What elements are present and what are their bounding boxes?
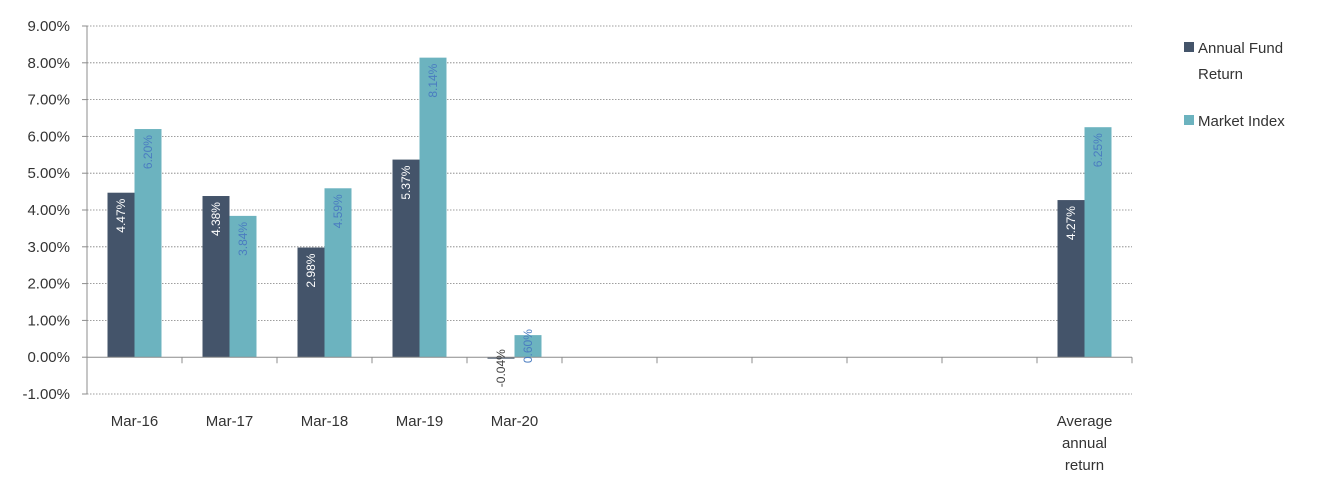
bar-market-index — [324, 188, 352, 358]
x-tick-label: Mar-19 — [396, 413, 444, 430]
data-label: 8.14% — [426, 63, 440, 97]
data-label: 4.47% — [114, 198, 128, 232]
bar-annual-fund-return — [107, 192, 135, 358]
bar-market-index — [229, 215, 257, 358]
bar-market-index — [1084, 127, 1112, 358]
x-tick-label: Mar-16 — [111, 413, 159, 430]
legend-label: Market Index — [1198, 113, 1285, 130]
data-label: 6.20% — [141, 135, 155, 169]
data-label: 5.37% — [399, 165, 413, 199]
x-tick-label: Mar-20 — [491, 413, 539, 430]
bar-market-index — [134, 129, 162, 358]
bar-annual-fund-return — [202, 196, 230, 358]
y-tick-label: 1.00% — [27, 312, 70, 329]
data-label: 6.25% — [1091, 133, 1105, 167]
data-label: 2.98% — [304, 253, 318, 287]
legend-swatch — [1184, 42, 1194, 52]
bar-annual-fund-return — [297, 247, 325, 358]
data-label: 4.59% — [331, 194, 345, 228]
bar-market-index — [514, 335, 542, 358]
legend-swatch — [1184, 115, 1194, 125]
bar-annual-fund-return — [1057, 200, 1085, 358]
y-tick-label: 6.00% — [27, 128, 70, 145]
data-labels: 4.47% 6.20% 4.38% 3.84% 2.98% 4.59% 5.37% 8.14%… — [114, 63, 1105, 387]
bars — [107, 57, 1112, 359]
y-tick-label: 5.00% — [27, 165, 70, 182]
y-tick-label: 4.00% — [27, 202, 70, 219]
data-label: -0.04% — [494, 349, 508, 387]
data-label: 3.84% — [236, 222, 250, 256]
legend: Annual Fund Return Market Index — [1184, 40, 1285, 130]
y-tick-label: 8.00% — [27, 55, 70, 72]
x-tick-label: annual — [1062, 435, 1107, 452]
data-label: 0.60% — [521, 329, 535, 363]
data-label: 4.27% — [1064, 206, 1078, 240]
y-tick-label: 0.00% — [27, 349, 70, 366]
bar-market-index — [419, 57, 447, 358]
x-axis: Mar-16 Mar-17 Mar-18 Mar-19 Mar-20 Average ann… — [86, 356, 1133, 474]
legend-label: Return — [1198, 66, 1243, 83]
x-tick-label: Mar-17 — [206, 413, 254, 430]
legend-label: Annual Fund — [1198, 40, 1283, 57]
bar-annual-fund-return — [392, 159, 420, 358]
y-axis: 9.00% 8.00% 7.00% 6.00% 5.00% 4.00% 3.00% 2.00%… — [22, 18, 88, 403]
y-tick-label: 7.00% — [27, 92, 70, 109]
x-tick-label: return — [1065, 457, 1104, 474]
y-tick-label: 2.00% — [27, 276, 70, 293]
x-tick-label: Mar-18 — [301, 413, 349, 430]
gridlines — [87, 25, 1132, 395]
bar-annual-fund-return — [487, 357, 515, 359]
y-tick-label: 9.00% — [27, 18, 70, 35]
x-tick-label: Average — [1057, 413, 1113, 430]
y-tick-label: -1.00% — [22, 386, 70, 403]
y-tick-label: 3.00% — [27, 239, 70, 256]
data-label: 4.38% — [209, 202, 223, 236]
